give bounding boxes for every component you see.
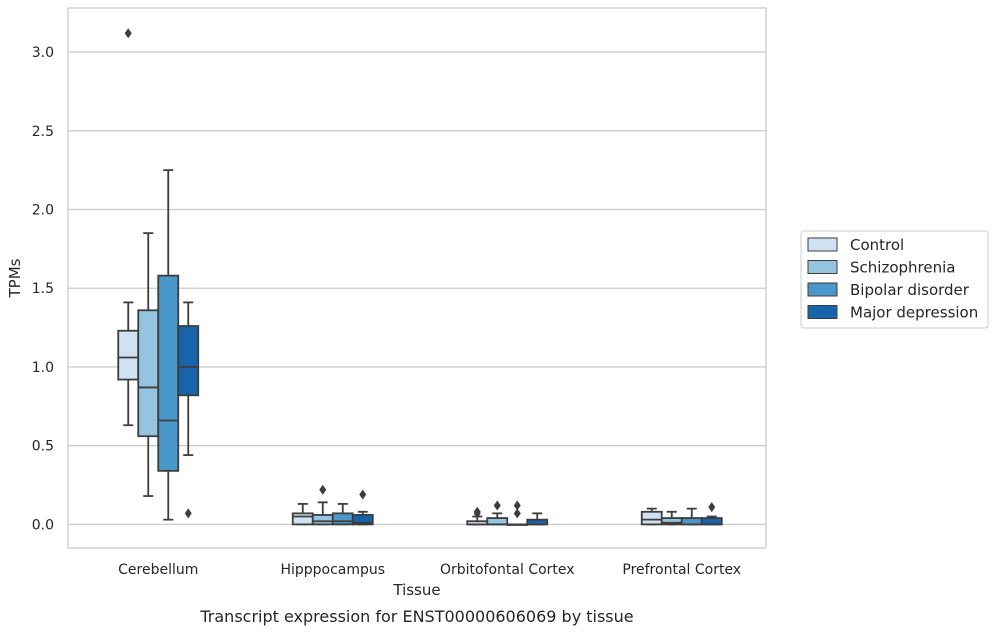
box-1-3 [351,489,374,526]
legend-swatch [807,282,838,297]
plot-background [68,8,766,548]
box-rect [331,512,354,526]
box-rect [486,517,509,526]
legend-swatch [807,237,838,252]
plot-frame [67,7,767,549]
x-tick-label: Orbitofontal Cortex [440,562,575,578]
box-rect [291,512,314,526]
y-tick-label: 2.5 [32,124,54,140]
legend-label: Schizophrenia [850,259,955,277]
outlier-marker [319,484,327,495]
outlier-marker [473,506,481,517]
legend-label: Control [850,236,904,254]
box-1-1 [311,484,334,526]
y-tick-label: 0.0 [32,517,54,533]
box-groups [117,28,723,526]
box-rect [311,514,334,526]
x-tick-label: Prefrontal Cortex [622,562,741,578]
legend-label: Major depression [850,304,978,322]
legend-frame [800,230,989,329]
y-tick-label: 0.5 [32,439,54,455]
outlier-marker [184,508,192,519]
y-tick-label: 3.0 [32,45,54,61]
x-tick-labels: Cerebellum Hipppocampus Orbitofontal Corte… [118,562,741,578]
y-tick-label: 1.5 [32,281,54,297]
outlier-marker [513,500,521,511]
legend-label: Bipolar disorder [850,281,970,299]
box-0-3 [177,301,200,519]
box-2-1 [486,500,509,526]
outlier-marker [708,502,716,513]
box-3-2 [680,507,703,526]
box-rect [640,510,663,526]
chart-caption: Transcript expression for ENST0000060606… [199,607,633,626]
y-tick-labels: 0.0 0.5 1.0 1.5 2.0 2.5 3.0 [32,45,54,533]
box-3-0 [640,507,663,526]
outlier-marker [493,500,501,511]
box-rect [117,329,140,381]
box-rect [680,517,703,526]
box-0-1 [137,232,160,497]
outlier-marker [124,28,132,39]
x-tick-label: Cerebellum [118,562,198,578]
box-rect [177,325,200,397]
box-2-3 [526,512,549,526]
box-1-2 [331,503,354,526]
box-rect [157,274,180,472]
box-0-2 [157,169,180,521]
box-rect [700,517,723,526]
box-rect [351,514,374,526]
x-tick-label: Hipppocampus [280,562,385,578]
legend-swatch [807,305,838,319]
y-axis-label: TPMs [6,258,24,298]
box-0-0 [117,28,140,427]
y-tick-label: 1.0 [32,360,54,376]
box-2-0 [466,506,489,526]
outlier-marker [359,489,367,500]
legend-swatch [807,260,838,274]
y-tick-label: 2.0 [32,203,54,219]
outlier-marker [513,508,521,519]
x-axis-label: Tissue [392,581,440,599]
legend: Control Schizophrenia Bipolar disorder Majo… [800,230,989,329]
box-rect [137,309,160,438]
box-3-3 [700,502,723,526]
